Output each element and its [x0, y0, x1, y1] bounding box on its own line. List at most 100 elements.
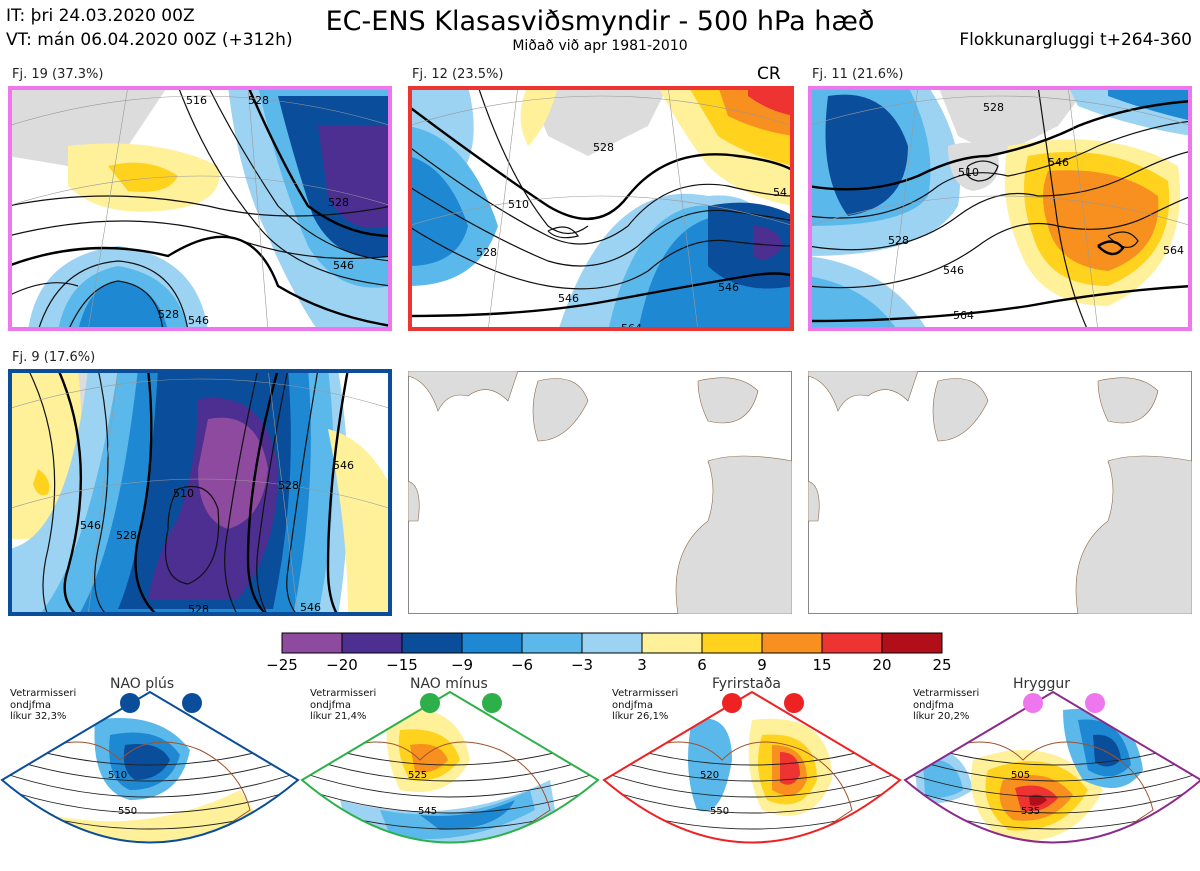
colorbar-cell [581, 632, 643, 654]
land-mass [808, 371, 919, 412]
land-mass [1097, 377, 1159, 424]
regime-name: Hryggur [1013, 676, 1070, 692]
land-mass [675, 455, 792, 614]
page-title: EC-ENS Klasasviðsmyndir - 500 hPa hæð [325, 6, 875, 37]
contour-label: 528 [888, 234, 909, 247]
contour-label: 528 [116, 529, 137, 542]
coastline [641, 741, 853, 843]
cluster-label-1: Fj. 19 (37.3%) [12, 67, 104, 82]
regime-likelihood: líkur 26,1% [612, 711, 669, 722]
regime-map-2: 525 545 565 [300, 690, 600, 853]
contour-label: 546 [558, 292, 579, 305]
regime-likelihood: líkur 20,2% [913, 711, 970, 722]
colorbar-tick-label: −9 [450, 656, 474, 674]
regime-season-line2: ondjfma [10, 699, 51, 711]
regime-season-line1: Vetrarmisseri [10, 688, 77, 699]
cluster-label-2: Fj. 12 (23.5%) [412, 67, 504, 82]
colorbar-cell [641, 632, 703, 654]
land-mass [932, 378, 989, 442]
contour-label: 546 [80, 519, 101, 532]
regime-season-line2: ondjfma [612, 699, 653, 711]
regime-season-line1: Vetrarmisseri [913, 688, 980, 699]
cluster-map-12: 528 510 528 546 546 564 54 [408, 86, 794, 331]
cluster-map-19: 516 528 528 546 528 546 [8, 86, 392, 331]
contour-label: 510 [173, 487, 194, 500]
regime-contour-label: 565 [430, 842, 449, 853]
regime-season-line2: ondjfma [310, 699, 351, 711]
land-mass [938, 86, 1088, 156]
colorbar-tick-label: −15 [386, 656, 418, 674]
land-mass [1075, 455, 1192, 614]
colorbar [281, 632, 943, 654]
contour-label: 546 [300, 601, 321, 614]
colorbar-tick-label: −25 [266, 656, 298, 674]
regime-contour-label: 520 [700, 770, 719, 781]
colorbar-cell [761, 632, 823, 654]
land-mass [528, 86, 668, 156]
contour-label: 510 [508, 198, 529, 211]
regime-map-1: 510 550 [0, 690, 300, 844]
page-subtitle: Miðað við apr 1981-2010 [512, 38, 688, 54]
contour-label: 564 [1163, 244, 1184, 257]
colorbar-cell [341, 632, 403, 654]
contour-label: 528 [158, 308, 179, 321]
colorbar-tick-label: 20 [872, 656, 892, 674]
regime-map-3: 520 550 560 [602, 690, 902, 844]
empty-map-5 [408, 371, 792, 614]
colorbar-cell [821, 632, 883, 654]
colorbar-tick-label: 9 [757, 656, 767, 674]
regime-likelihood: Vetrarmisseri ondjfma líkur 26,1% [612, 688, 678, 723]
regime-name: NAO plús [110, 676, 175, 692]
coastline [339, 741, 551, 843]
it-line: IT: þri 24.03.2020 00Z [6, 6, 195, 26]
contour-label: 546 [943, 264, 964, 277]
colorbar-tick-label: −3 [570, 656, 594, 674]
regime-likelihood: Vetrarmisseri ondjfma líkur 32,3% [10, 688, 76, 723]
cluster-tag-cr: CR [757, 64, 781, 84]
colorbar-tick-label: 6 [697, 656, 707, 674]
cluster-map-9: 546 510 528 528 546 528 546 [8, 369, 392, 616]
regime-likelihood: Vetrarmisseri ondjfma líkur 21,4% [310, 688, 376, 723]
regime-contour-label: 550 [118, 806, 137, 817]
land-mass [408, 480, 420, 522]
regime-dot [120, 693, 140, 713]
regime-dot [1085, 693, 1105, 713]
colorbar-tick-label: −20 [326, 656, 358, 674]
land-mass [808, 480, 820, 522]
regime-border [408, 86, 794, 331]
header-times: IT: þri 24.03.2020 00Z VT: mán 06.04.202… [6, 4, 293, 52]
contour-label: 546 [333, 459, 354, 472]
regime-dot [182, 693, 202, 713]
empty-map-6 [808, 371, 1192, 614]
colorbar-cell [881, 632, 943, 654]
contour-label: 528 [983, 101, 1004, 114]
cluster-label-3: Fj. 11 (21.6%) [812, 67, 904, 82]
regime-contour-label: 545 [418, 806, 437, 817]
contour-label: 528 [278, 479, 299, 492]
colorbar-cell [281, 632, 343, 654]
vt-line: VT: mán 06.04.2020 00Z (+312h) [6, 30, 293, 50]
regime-dot [784, 693, 804, 713]
regime-season-line1: Vetrarmisseri [310, 688, 377, 699]
land-mass [697, 377, 759, 424]
regime-contour-label: 550 [710, 806, 729, 817]
colorbar-cell [461, 632, 523, 654]
colorbar-cell [701, 632, 763, 654]
regime-contour-label: 525 [408, 770, 427, 781]
regime-name: NAO mínus [410, 676, 488, 692]
regime-contour-label: 560 [1033, 842, 1052, 853]
colorbar-tick-label: 15 [812, 656, 832, 674]
contour-label: 528 [476, 246, 497, 259]
colorbar-cell [521, 632, 583, 654]
land-mass [408, 371, 519, 412]
coastline [942, 741, 1154, 843]
regime-contour-label: 505 [1011, 770, 1030, 781]
regime-border [808, 86, 1192, 331]
regime-name: Fyrirstaða [712, 676, 781, 692]
cluster-label-4: Fj. 9 (17.6%) [12, 350, 96, 365]
regime-map-4: 505 535 560 [903, 690, 1200, 853]
regime-dot [420, 693, 440, 713]
contour-label: 528 [328, 196, 349, 209]
regime-fan-outline [0, 690, 300, 844]
colorbar-tick-label: −6 [510, 656, 534, 674]
